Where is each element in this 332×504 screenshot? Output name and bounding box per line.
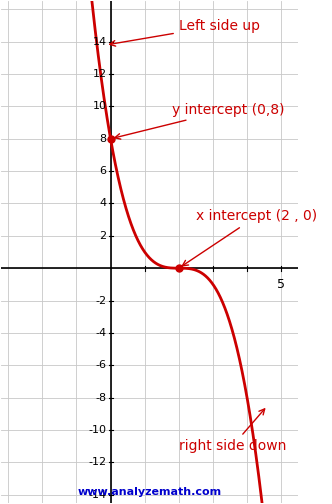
- Text: 12: 12: [92, 69, 107, 79]
- Text: Left side up: Left side up: [110, 19, 260, 46]
- Text: x intercept (2 , 0): x intercept (2 , 0): [182, 210, 317, 266]
- Text: 14: 14: [92, 37, 107, 47]
- Text: 4: 4: [99, 199, 107, 209]
- Text: -14: -14: [88, 489, 107, 499]
- Text: -8: -8: [95, 393, 107, 403]
- Text: -4: -4: [95, 328, 107, 338]
- Text: -10: -10: [88, 425, 107, 435]
- Text: -12: -12: [88, 457, 107, 467]
- Text: 8: 8: [99, 134, 107, 144]
- Text: 6: 6: [100, 166, 107, 176]
- Text: right side down: right side down: [179, 409, 286, 453]
- Text: 10: 10: [93, 101, 107, 111]
- Text: 2: 2: [99, 231, 107, 241]
- Text: y intercept (0,8): y intercept (0,8): [115, 103, 285, 139]
- Text: 5: 5: [277, 278, 285, 291]
- Text: -2: -2: [95, 295, 107, 305]
- Text: www.analyzemath.com: www.analyzemath.com: [78, 486, 222, 496]
- Text: -6: -6: [96, 360, 107, 370]
